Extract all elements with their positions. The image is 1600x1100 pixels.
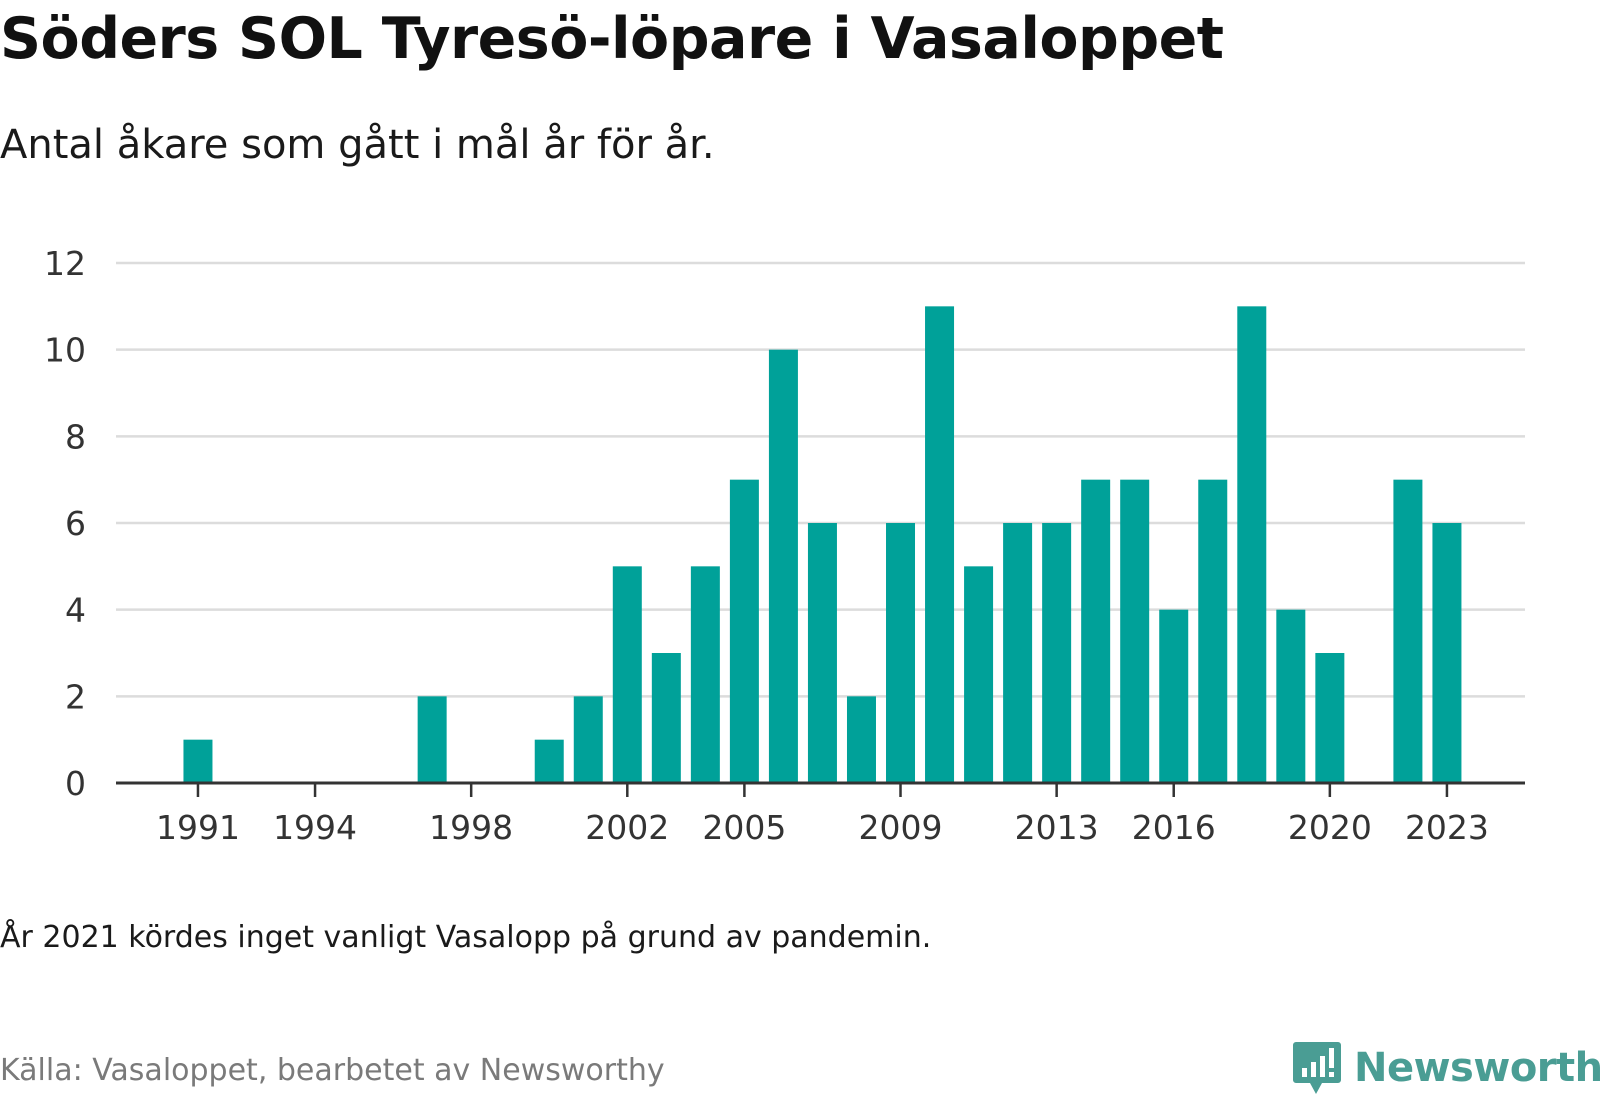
y-tick-label: 12 <box>44 244 86 283</box>
y-tick-label: 2 <box>65 677 86 716</box>
bars <box>183 306 1462 783</box>
chart-title: Söders SOL Tyresö-löpare i Vasaloppet <box>0 6 1224 72</box>
x-tick-label: 2020 <box>1288 808 1372 847</box>
x-tick-label: 2023 <box>1405 808 1489 847</box>
x-tick-label: 2005 <box>702 808 786 847</box>
bar-1991 <box>183 739 213 783</box>
bar-2017 <box>1198 479 1228 783</box>
bar-2022 <box>1393 479 1423 783</box>
bar-2001 <box>573 696 603 783</box>
bar-2015 <box>1120 479 1150 783</box>
bar-2003 <box>651 653 681 783</box>
bar-2012 <box>1003 523 1033 783</box>
source-note: Källa: Vasaloppet, bearbetet av Newswort… <box>0 1053 665 1088</box>
bar-2009 <box>886 523 916 783</box>
brand: Newsworthy <box>1292 1040 1600 1096</box>
bar-2018 <box>1237 306 1267 783</box>
y-tick-label: 10 <box>44 331 86 370</box>
bar-2004 <box>690 566 720 783</box>
bar-2000 <box>534 739 564 783</box>
x-tick-label: 2002 <box>585 808 669 847</box>
y-tick-label: 8 <box>65 417 86 456</box>
x-tick-label: 2013 <box>1015 808 1099 847</box>
bar-2007 <box>807 523 837 783</box>
x-tick-label: 1991 <box>156 808 240 847</box>
footnote: År 2021 kördes inget vanligt Vasalopp på… <box>0 920 932 955</box>
bar-2014 <box>1081 479 1111 783</box>
bar-2010 <box>925 306 955 783</box>
bar-2019 <box>1276 609 1306 783</box>
bar-1997 <box>417 696 447 783</box>
x-tick-label: 2009 <box>859 808 943 847</box>
bar-2023 <box>1432 523 1462 783</box>
bar-chart: 0 2 4 6 8 10 12 1991 1994 1998 2002 2005 2009 2013 20… <box>44 244 1525 847</box>
bar-2011 <box>964 566 994 783</box>
x-axis <box>116 781 1525 797</box>
y-tick-labels: 0 2 4 6 8 10 12 <box>44 244 86 803</box>
chart-subtitle: Antal åkare som gått i mål år för år. <box>0 122 715 168</box>
x-tick-label: 2016 <box>1132 808 1216 847</box>
bar-2013 <box>1042 523 1072 783</box>
x-tick-label: 1998 <box>429 808 513 847</box>
x-tick-labels: 1991 1994 1998 2002 2005 2009 2013 2016 2020 2023 <box>156 808 1489 847</box>
y-tick-label: 0 <box>65 764 86 803</box>
bar-2006 <box>768 349 798 783</box>
brand-name: Newsworthy <box>1354 1045 1600 1091</box>
newsworthy-logo-icon <box>1293 1042 1341 1094</box>
bar-2020 <box>1315 653 1345 783</box>
bar-2008 <box>846 696 876 783</box>
y-tick-label: 4 <box>65 591 86 630</box>
bar-2016 <box>1159 609 1189 783</box>
y-tick-label: 6 <box>65 504 86 543</box>
bar-2005 <box>729 479 759 783</box>
x-tick-label: 1994 <box>273 808 357 847</box>
bar-2002 <box>612 566 642 783</box>
